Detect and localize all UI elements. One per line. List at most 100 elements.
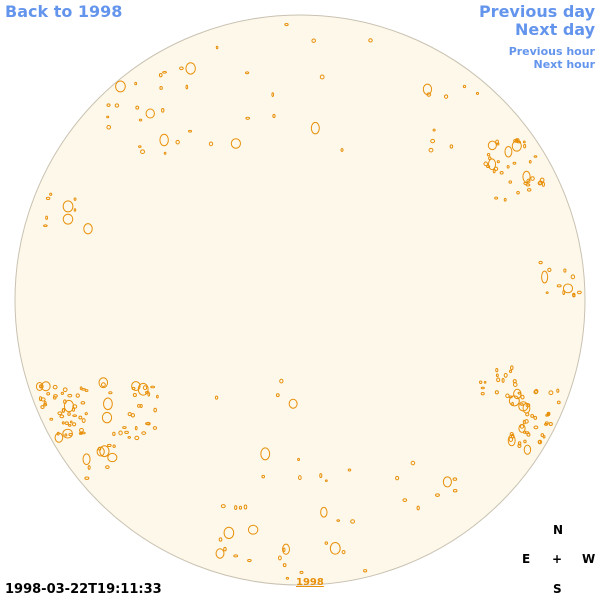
magnetic-contour <box>443 94 449 99</box>
magnetic-contour <box>49 417 54 421</box>
magnetic-contour <box>324 541 329 545</box>
magnetic-contour <box>234 505 238 511</box>
magnetic-contour <box>299 570 304 574</box>
magnetic-contour <box>511 140 522 152</box>
magnetic-contour <box>534 388 539 394</box>
magnetic-contour <box>530 176 535 181</box>
magnetic-contour <box>75 393 80 398</box>
magnetic-contour <box>462 84 467 89</box>
magnetic-contour <box>108 391 113 395</box>
magnetic-contour <box>494 196 499 200</box>
magnetic-contour <box>271 92 275 97</box>
magnetic-contour <box>329 542 341 555</box>
magnetic-contour <box>282 563 287 568</box>
magnetic-contour <box>570 274 576 280</box>
magnetic-contour <box>84 389 89 392</box>
magnetic-contour <box>525 183 531 187</box>
magnetic-contour <box>501 378 505 383</box>
previous-day-link[interactable]: Previous day <box>478 2 595 21</box>
magnetic-contour <box>528 159 532 164</box>
magnetic-contour <box>40 405 45 409</box>
magnetic-contour <box>106 124 112 130</box>
magnetic-contour <box>57 411 63 416</box>
magnetic-contour <box>163 151 167 155</box>
magnetic-contour <box>509 431 514 437</box>
magnetic-contour <box>83 223 93 235</box>
magnetic-contour <box>523 143 527 149</box>
magnetic-contour <box>517 443 522 448</box>
magnetic-contour <box>152 426 158 430</box>
magnetic-contour <box>233 554 239 558</box>
magnetic-contour <box>336 519 341 522</box>
magnetic-contour <box>161 108 165 113</box>
magnetic-contour <box>548 390 554 396</box>
magnetic-contour <box>284 22 289 27</box>
magnetic-contour <box>238 505 243 510</box>
magnetic-contour <box>435 493 440 497</box>
magnetic-contour <box>64 421 69 425</box>
magnetic-contour <box>132 392 137 398</box>
magnetic-contour <box>526 432 531 437</box>
magnetic-contour <box>147 392 151 397</box>
magnetic-contour <box>505 393 510 399</box>
magnetic-contour <box>80 401 86 405</box>
magnetic-contour <box>556 284 562 288</box>
magnetic-contour <box>150 385 156 389</box>
magnetic-contour <box>71 422 77 427</box>
magnetic-contour <box>496 377 501 383</box>
magnetic-contour <box>72 404 78 409</box>
magnetic-contour <box>508 437 514 442</box>
magnetic-contour <box>127 436 131 439</box>
magnetic-contour <box>72 414 78 418</box>
magnetic-contour <box>480 391 485 396</box>
magnetic-contour <box>523 430 527 434</box>
magnetic-contour <box>220 504 226 509</box>
magnetic-contour <box>223 546 227 552</box>
magnetic-contour <box>73 208 77 212</box>
magnetic-contour <box>188 129 193 133</box>
magnetic-contour <box>130 413 136 418</box>
magnetic-contour <box>45 196 51 201</box>
magnetic-contour <box>452 488 458 493</box>
magnetic-contour <box>140 149 145 155</box>
back-link[interactable]: Back to 1998 <box>5 2 123 21</box>
magnetic-contour <box>158 72 163 78</box>
magnetic-contour <box>526 178 531 184</box>
magnetic-contour <box>533 155 538 158</box>
magnetic-contour <box>162 70 167 74</box>
magnetic-contour <box>84 476 90 480</box>
magnetic-contour <box>483 380 487 384</box>
magnetic-contour <box>84 412 88 416</box>
magnetic-contour <box>503 197 507 202</box>
magnetic-contour <box>524 419 529 424</box>
magnetic-contour <box>208 141 214 147</box>
magnetic-contour <box>106 103 111 107</box>
next-hour-link[interactable]: Next hour <box>533 58 596 71</box>
magnetic-contour <box>64 433 68 437</box>
magnetic-contour <box>285 576 290 580</box>
footer-year-link[interactable]: 1998 <box>296 577 324 588</box>
magnetic-contour <box>319 74 325 80</box>
magnetic-contour <box>135 105 140 110</box>
magnetic-contour <box>230 138 241 149</box>
magnetic-contour <box>73 197 77 201</box>
magnetic-contour <box>59 414 65 419</box>
magnetic-contour <box>112 444 116 448</box>
magnetic-contour <box>350 519 356 524</box>
magnetic-contour <box>533 415 538 420</box>
magnetic-contour <box>131 386 136 391</box>
next-day-link[interactable]: Next day <box>515 20 595 39</box>
magnetic-contour <box>395 475 400 481</box>
magnetic-contour <box>562 283 574 294</box>
magnetic-contour <box>49 192 53 196</box>
magnetic-contour <box>175 139 180 145</box>
magnetic-contour <box>495 367 499 373</box>
magnetic-contour <box>522 140 526 144</box>
magnetic-contour <box>62 213 74 225</box>
magnetic-contour <box>340 148 344 152</box>
magnetic-contour <box>509 369 513 373</box>
magnetic-contour <box>523 439 527 444</box>
magnetic-contour <box>60 391 64 395</box>
previous-hour-link[interactable]: Previous hour <box>508 45 595 58</box>
